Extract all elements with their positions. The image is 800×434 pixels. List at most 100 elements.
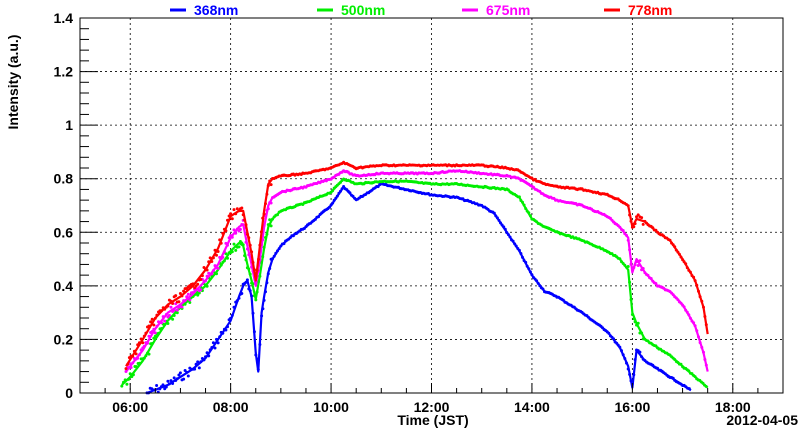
data-point xyxy=(640,355,644,359)
data-point xyxy=(676,298,680,302)
data-point xyxy=(164,385,168,389)
data-point xyxy=(152,323,156,327)
data-point xyxy=(215,272,218,276)
data-point xyxy=(618,257,622,261)
data-point xyxy=(202,266,206,269)
data-point xyxy=(250,294,254,298)
data-point xyxy=(166,322,170,325)
data-point xyxy=(260,314,264,318)
data-point xyxy=(126,362,130,366)
data-point xyxy=(150,330,154,333)
data-point xyxy=(282,242,286,246)
data-point xyxy=(142,344,146,348)
data-point xyxy=(245,232,249,236)
data-point xyxy=(182,377,186,381)
x-tick-label: 18:00 xyxy=(715,399,751,415)
data-point xyxy=(700,299,704,303)
data-point xyxy=(205,268,209,272)
data-point xyxy=(632,317,636,321)
data-point xyxy=(276,213,279,217)
data-point xyxy=(703,315,707,318)
data-point xyxy=(538,284,542,288)
data-point xyxy=(698,295,702,299)
data-point xyxy=(625,361,628,365)
data-point xyxy=(147,352,151,356)
data-point xyxy=(254,281,258,285)
data-point xyxy=(205,274,209,278)
data-point xyxy=(677,252,681,256)
data-point xyxy=(175,377,179,381)
data-point xyxy=(137,353,141,357)
data-point xyxy=(155,384,159,387)
data-point xyxy=(245,247,249,251)
data-point xyxy=(505,231,509,235)
data-point xyxy=(139,348,143,352)
data-point xyxy=(628,372,632,376)
data-point xyxy=(679,255,683,259)
data-point xyxy=(169,305,173,309)
x-tick-label: 16:00 xyxy=(614,399,650,415)
data-point xyxy=(492,211,496,215)
data-point xyxy=(524,207,528,211)
data-point xyxy=(155,313,159,317)
data-point xyxy=(120,384,124,388)
data-point xyxy=(178,371,182,375)
data-point xyxy=(704,363,708,367)
data-point xyxy=(241,243,245,247)
data-point xyxy=(211,341,215,345)
data-point xyxy=(213,248,217,252)
data-point xyxy=(679,301,683,305)
data-point xyxy=(682,305,686,309)
data-point xyxy=(702,305,705,309)
data-point xyxy=(266,184,270,188)
data-point xyxy=(227,236,231,240)
data-point xyxy=(175,308,179,312)
data-point xyxy=(221,231,225,235)
data-point xyxy=(183,302,187,306)
data-point xyxy=(618,225,622,229)
data-point xyxy=(207,354,211,358)
data-point xyxy=(636,264,640,267)
data-point xyxy=(124,370,128,373)
data-point xyxy=(561,298,565,302)
data-point xyxy=(261,216,265,220)
data-point xyxy=(216,266,220,270)
data-point xyxy=(688,270,692,274)
data-point xyxy=(175,311,179,315)
data-point xyxy=(632,373,636,377)
data-point xyxy=(127,377,130,381)
data-point xyxy=(169,379,173,383)
data-point xyxy=(185,295,189,299)
data-point xyxy=(180,294,184,298)
data-point xyxy=(626,204,630,208)
data-point xyxy=(232,208,236,212)
data-point xyxy=(528,214,532,218)
grid-lines xyxy=(80,18,783,393)
data-point xyxy=(688,316,692,320)
series-778nm xyxy=(124,160,709,371)
data-point xyxy=(535,279,539,283)
data-point xyxy=(163,307,167,311)
data-point xyxy=(530,273,534,277)
data-point xyxy=(265,232,269,236)
data-point xyxy=(244,240,248,244)
data-point xyxy=(211,269,215,273)
x-tick-label: 06:00 xyxy=(112,399,148,415)
data-point xyxy=(152,336,156,340)
data-point xyxy=(313,217,317,221)
data-point xyxy=(254,353,258,357)
data-point xyxy=(623,357,627,360)
data-point xyxy=(621,229,625,232)
data-point xyxy=(697,289,700,293)
data-point xyxy=(499,221,502,225)
data-point xyxy=(251,282,255,286)
data-point xyxy=(685,266,689,270)
data-point xyxy=(153,334,157,338)
data-point xyxy=(229,212,233,216)
data-point xyxy=(219,263,223,267)
data-point xyxy=(142,334,146,338)
data-point xyxy=(271,217,274,221)
data-point xyxy=(196,293,200,297)
data-point xyxy=(261,238,265,242)
data-point xyxy=(171,317,175,321)
